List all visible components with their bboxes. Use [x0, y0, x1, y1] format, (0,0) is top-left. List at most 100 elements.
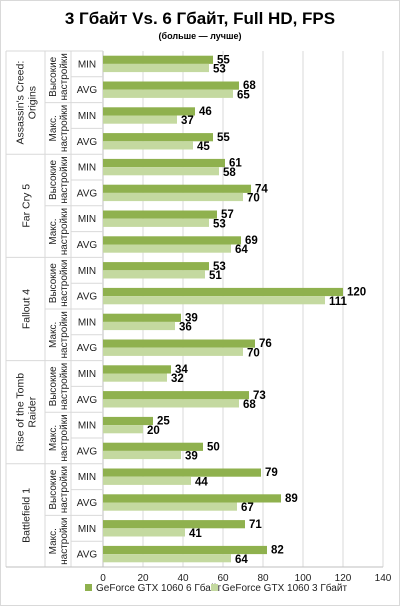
- bar-gtx1060-3gb: [103, 425, 143, 434]
- data-label-3gb: 64: [235, 244, 248, 256]
- x-tick-label: 80: [257, 573, 269, 584]
- setting-label-part: настройки: [59, 414, 70, 461]
- data-label-6gb: 46: [199, 106, 212, 118]
- data-label-6gb: 69: [245, 235, 258, 247]
- setting-label: Высокиенастройки: [48, 53, 70, 100]
- chart-subtitle: (больше — лучше): [159, 31, 242, 41]
- data-label-3gb: 70: [247, 193, 260, 205]
- metric-label: AVG: [77, 292, 98, 303]
- bar-gtx1060-6gb: [103, 391, 249, 400]
- setting-label-part: настройки: [59, 208, 70, 255]
- setting-label-part: настройки: [59, 311, 70, 358]
- x-axis: 0 20 40 60 80 100 120 140: [100, 573, 392, 584]
- bar-gtx1060-6gb: [103, 365, 171, 374]
- setting-label-part: Макс.: [48, 115, 59, 141]
- metric-label: MIN: [78, 524, 96, 535]
- bar-gtx1060-6gb: [103, 262, 209, 271]
- metric-label: MIN: [78, 214, 96, 225]
- metric-label: MIN: [78, 163, 96, 174]
- setting-label-part: Высокие: [48, 160, 59, 200]
- setting-label-part: настройки: [59, 260, 70, 307]
- bar-gtx1060-3gb: [103, 321, 175, 331]
- data-label-3gb: 67: [241, 502, 254, 514]
- bar-gtx1060-3gb: [103, 270, 205, 279]
- metric-label: MIN: [78, 369, 96, 380]
- bar-gtx1060-3gb: [103, 554, 231, 563]
- grid-layer: [102, 51, 384, 567]
- legend-swatch-3gb: [211, 584, 218, 591]
- game-label-part: Origins: [27, 86, 39, 119]
- data-label-6gb: 82: [271, 545, 284, 557]
- data-label-6gb: 53: [213, 261, 226, 273]
- setting-label-part: Высокие: [48, 366, 59, 406]
- bar-gtx1060-3gb: [103, 244, 231, 253]
- setting-label-part: настройки: [59, 53, 70, 100]
- bar-gtx1060-6gb: [103, 468, 261, 477]
- setting-label: Макс.настройки: [48, 105, 70, 152]
- data-label-6gb: 34: [175, 364, 188, 376]
- bars-layer: [103, 55, 343, 563]
- setting-label-part: настройки: [59, 363, 70, 410]
- data-label-3gb: 70: [247, 347, 260, 359]
- bar-gtx1060-6gb: [103, 339, 255, 348]
- x-tick-label: 20: [137, 573, 149, 584]
- bar-gtx1060-3gb: [103, 476, 191, 485]
- setting-label: Высокиенастройки: [48, 466, 70, 513]
- metric-label: MIN: [78, 59, 96, 70]
- setting-label: Макс.настройки: [48, 311, 70, 358]
- chart-title: 3 Гбайт Vs. 6 Гбайт, Full HD, FPS: [65, 9, 335, 28]
- setting-label-part: настройки: [59, 156, 70, 203]
- bar-gtx1060-3gb: [103, 296, 325, 305]
- game-label-part: Raider: [27, 396, 39, 427]
- setting-label-part: Макс.: [48, 218, 59, 244]
- metric-label: AVG: [77, 240, 98, 251]
- data-label-3gb: 39: [185, 451, 198, 463]
- game-label-part: Assassin's Creed:: [15, 61, 27, 145]
- bar-gtx1060-3gb: [103, 192, 243, 202]
- data-label-6gb: 25: [157, 416, 170, 428]
- setting-label-part: Макс.: [48, 425, 59, 451]
- metric-label: AVG: [77, 395, 98, 406]
- bar-gtx1060-6gb: [103, 81, 239, 90]
- bar-gtx1060-6gb: [103, 107, 195, 116]
- data-label-3gb: 51: [209, 270, 222, 282]
- data-label-3gb: 111: [329, 296, 348, 308]
- data-label-6gb: 50: [207, 441, 220, 453]
- x-tick-label: 100: [295, 573, 312, 584]
- legend-swatch-6gb: [85, 584, 92, 591]
- game-label-part: Far Cry 5: [21, 184, 33, 228]
- x-tick-label: 60: [217, 573, 229, 584]
- setting-label: Высокиенастройки: [48, 260, 70, 307]
- bar-gtx1060-6gb: [103, 184, 251, 193]
- bar-gtx1060-6gb: [103, 210, 217, 219]
- data-label-3gb: 20: [147, 425, 160, 437]
- x-tick-label: 0: [100, 573, 106, 584]
- setting-label: Высокиенастройки: [48, 156, 70, 203]
- setting-label-part: Высокие: [48, 56, 59, 96]
- data-label-6gb: 68: [243, 80, 256, 92]
- bar-gtx1060-6gb: [103, 545, 267, 555]
- setting-label: Макс.настройки: [48, 208, 70, 255]
- data-label-3gb: 45: [197, 141, 210, 153]
- bar-gtx1060-6gb: [103, 442, 203, 451]
- x-tick-label: 140: [375, 573, 392, 584]
- data-label-6gb: 55: [217, 54, 230, 66]
- metric-label: MIN: [78, 421, 96, 432]
- metric-label: MIN: [78, 317, 96, 328]
- game-label-part: Battlefield 1: [21, 488, 33, 543]
- labels-layer: Assassin's Creed:OriginsВысокиенастройки…: [15, 53, 367, 566]
- metric-label: MIN: [78, 111, 96, 122]
- bar-gtx1060-6gb: [103, 416, 153, 426]
- bar-gtx1060-6gb: [103, 133, 213, 142]
- setting-label-part: настройки: [59, 466, 70, 513]
- data-label-6gb: 39: [185, 312, 198, 324]
- bar-gtx1060-3gb: [103, 63, 209, 73]
- data-label-3gb: 64: [235, 554, 248, 566]
- bar-gtx1060-6gb: [103, 287, 343, 297]
- metric-label: AVG: [77, 343, 98, 354]
- game-label-part: Fallout 4: [21, 289, 33, 329]
- bar-gtx1060-3gb: [103, 450, 181, 460]
- setting-label: Высокиенастройки: [48, 363, 70, 410]
